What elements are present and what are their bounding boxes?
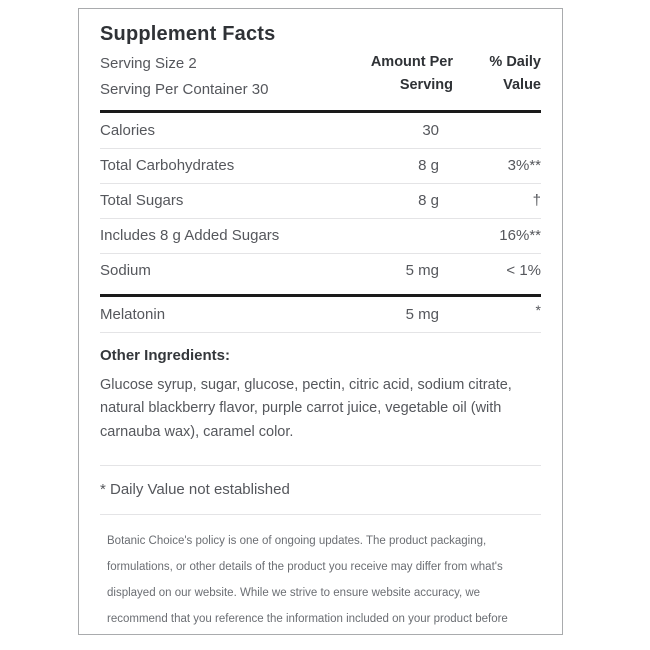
policy-disclaimer: Botanic Choice's policy is one of ongoin… <box>100 529 541 634</box>
thick-divider-middle <box>100 293 541 297</box>
nutrient-amount: 5 mg <box>405 262 439 279</box>
nutrient-amount: 5 mg <box>405 305 439 323</box>
other-ingredients-text: Glucose syrup, sugar, glucose, pectin, c… <box>100 376 512 441</box>
nutrient-daily-value: * <box>535 302 541 318</box>
nutrient-name: Total Carbohydrates <box>100 157 235 174</box>
table-row-total-carbohydrates: Total Carbohydrates 8 g 3%** <box>100 147 541 183</box>
serving-info: Serving Size 2 Serving Per Container 30 <box>100 51 268 104</box>
table-row-total-sugars: Total Sugars 8 g † <box>100 182 541 218</box>
panel-header: Serving Size 2 Serving Per Container 30 … <box>100 51 541 104</box>
nutrient-amount: 8 g <box>418 157 439 174</box>
table-row-sodium: Sodium 5 mg < 1% <box>100 252 541 288</box>
nutrient-name: Includes 8 g Added Sugars <box>100 227 280 244</box>
nutrient-amount: 30 <box>422 121 439 139</box>
nutrient-name: Calories <box>100 121 156 139</box>
column-headers: Amount Per Serving % Daily Value <box>348 51 541 104</box>
nutrient-daily-value: < 1% <box>506 262 541 279</box>
nutrient-daily-value: 16%** <box>499 227 541 244</box>
nutrient-name: Melatonin <box>100 305 166 323</box>
column-header-amount: Amount Per Serving <box>370 54 453 94</box>
disclaimer-text: Botanic Choice's policy is one of ongoin… <box>107 535 508 625</box>
nutrient-amount: 8 g <box>418 192 439 209</box>
other-ingredients-heading: Other Ingredients: <box>100 346 231 364</box>
nutrient-name: Sodium <box>100 262 151 279</box>
panel-title: Supplement Facts <box>100 23 276 45</box>
table-row-added-sugars: Includes 8 g Added Sugars 16%** <box>100 217 541 253</box>
table-row-melatonin: Melatonin 5 mg * <box>100 297 541 332</box>
supplement-facts-panel: Supplement Facts Serving Size 2 Serving … <box>78 8 563 635</box>
light-divider <box>100 331 541 333</box>
servings-per-container: Serving Per Container 30 <box>100 81 269 99</box>
nutrient-name: Total Sugars <box>100 192 184 209</box>
column-header-daily-value: % Daily Value <box>489 54 541 94</box>
nutrient-daily-value: 3%** <box>507 157 541 174</box>
other-ingredients-section: Other Ingredients: Glucose syrup, sugar,… <box>100 335 541 446</box>
nutrient-daily-value: † <box>532 192 541 209</box>
thick-divider-top <box>100 109 541 113</box>
footnote-section: * Daily Value not established <box>100 465 541 516</box>
daily-value-footnote: * Daily Value not established <box>100 481 290 499</box>
serving-size: Serving Size 2 <box>100 55 197 72</box>
table-row-calories: Calories 30 <box>100 113 541 148</box>
